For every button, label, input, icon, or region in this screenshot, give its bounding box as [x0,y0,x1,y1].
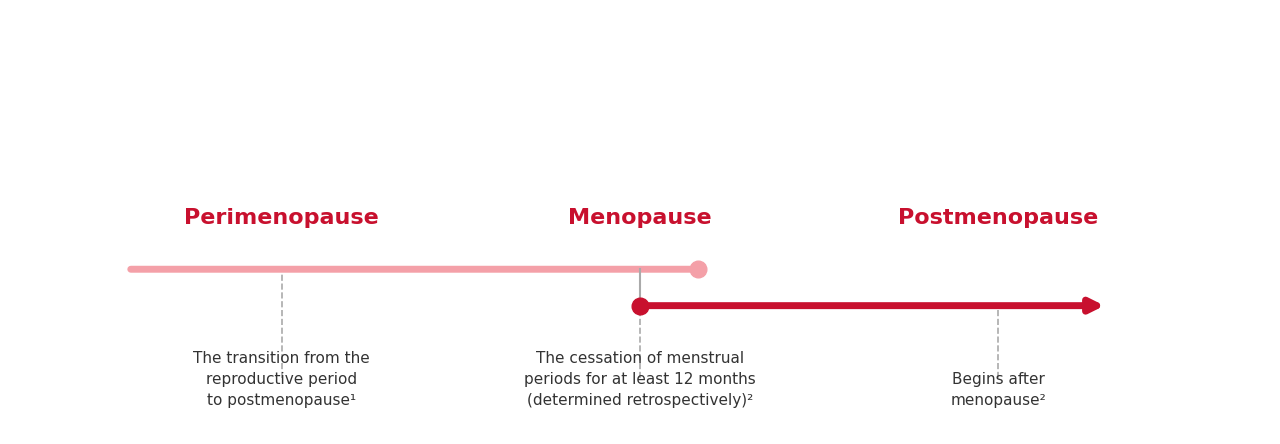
Text: Begins after
menopause²: Begins after menopause² [951,372,1046,408]
Text: STAGES OF MENOPAUSE: STAGES OF MENOPAUSE [434,25,846,55]
Text: The cessation of menstrual
periods for at least 12 months
(determined retrospect: The cessation of menstrual periods for a… [524,351,756,408]
Text: Postmenopause: Postmenopause [899,208,1098,228]
Text: Perimenopause: Perimenopause [184,208,379,228]
Text: The transition from the
reproductive period
to postmenopause¹: The transition from the reproductive per… [193,351,370,408]
Text: Menopause: Menopause [568,208,712,228]
